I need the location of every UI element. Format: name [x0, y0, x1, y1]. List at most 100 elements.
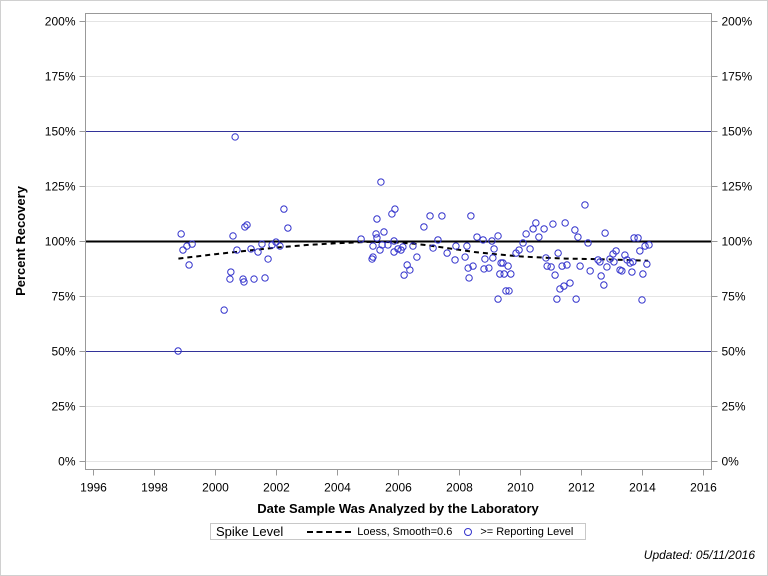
data-point [628, 268, 636, 276]
data-point [597, 272, 605, 280]
data-point [507, 270, 515, 278]
data-point [603, 263, 611, 271]
data-point [254, 248, 262, 256]
y-axis-title: Percent Recovery [13, 185, 28, 296]
data-point [551, 271, 559, 279]
legend-label-reporting-level: >= Reporting Level [480, 525, 574, 538]
data-point [399, 243, 407, 251]
data-point [384, 241, 392, 249]
data-point [601, 229, 609, 237]
data-point [574, 233, 582, 241]
y-tick-label-right: 175% [722, 70, 753, 84]
data-point [519, 239, 527, 247]
data-point [553, 295, 561, 303]
data-point [547, 263, 555, 271]
data-point [571, 226, 579, 234]
data-point [258, 240, 266, 248]
data-point [594, 256, 602, 264]
data-point [543, 262, 551, 270]
data-point [563, 261, 571, 269]
data-point [535, 233, 543, 241]
data-point [621, 251, 629, 259]
data-point [496, 270, 504, 278]
data-point [250, 275, 258, 283]
x-tick-label: 1996 [80, 481, 107, 495]
y-tick-label-left: 200% [45, 15, 76, 29]
data-point [494, 232, 502, 240]
data-point [376, 246, 384, 254]
data-point [465, 274, 473, 282]
data-point [479, 236, 487, 244]
data-point [243, 221, 251, 229]
x-tick-label: 2002 [263, 481, 290, 495]
y-tick-label-left: 150% [45, 125, 76, 139]
axes: 0% 0% 25% 25% 50% 50% 75% 75% 100% 100% 125% 125% 15… [45, 15, 753, 495]
data-point [276, 242, 284, 250]
data-point [229, 232, 237, 240]
data-point [629, 258, 637, 266]
loess-line [178, 240, 649, 262]
data-point [558, 262, 566, 270]
data-point [177, 230, 185, 238]
data-point [400, 271, 408, 279]
data-point [174, 347, 182, 355]
x-tick-label: 2006 [385, 481, 412, 495]
data-point [368, 255, 376, 263]
data-point [284, 224, 292, 232]
x-tick-label: 1998 [141, 481, 168, 495]
x-axis-title: Date Sample Was Analyzed by the Laborato… [257, 501, 539, 516]
data-point [420, 223, 428, 231]
data-point [264, 255, 272, 263]
x-tick-label: 2004 [324, 481, 351, 495]
data-point [515, 246, 523, 254]
data-point [240, 278, 248, 286]
data-point [372, 230, 380, 238]
data-point [227, 268, 235, 276]
y-tick-label-left: 100% [45, 235, 76, 249]
data-point [489, 254, 497, 262]
y-tick-label-left: 125% [45, 180, 76, 194]
data-point [469, 262, 477, 270]
data-point [641, 242, 649, 250]
data-point [494, 295, 502, 303]
data-point [443, 249, 451, 257]
data-point [272, 238, 280, 246]
data-point [502, 287, 510, 295]
data-point [394, 245, 402, 253]
x-tick-label: 2000 [202, 481, 229, 495]
data-point [600, 281, 608, 289]
data-point [500, 270, 508, 278]
data-point [560, 282, 568, 290]
data-point [576, 262, 584, 270]
data-point [488, 237, 496, 245]
data-point [406, 266, 414, 274]
data-point [639, 270, 647, 278]
data-point [636, 247, 644, 255]
y-tick-label-right: 125% [722, 180, 753, 194]
data-point [464, 264, 472, 272]
data-point [549, 220, 557, 228]
data-point [463, 242, 471, 250]
y-tick-label-right: 25% [722, 400, 746, 414]
data-point [645, 241, 653, 249]
data-point [373, 234, 381, 242]
data-point [429, 244, 437, 252]
data-point [618, 267, 626, 275]
data-point [643, 260, 651, 268]
data-point [467, 212, 475, 220]
data-point [638, 296, 646, 304]
data-point [584, 239, 592, 247]
x-tick-label: 2012 [568, 481, 595, 495]
data-point [357, 235, 365, 243]
data-point [188, 240, 196, 248]
y-tick-label-right: 50% [722, 345, 746, 359]
data-point [490, 245, 498, 253]
data-point [413, 253, 421, 261]
data-point [485, 264, 493, 272]
data-point [247, 245, 255, 253]
legend: Spike Level Loess, Smooth=0.6 >= Reporti… [210, 523, 586, 540]
data-point [390, 237, 398, 245]
data-point [434, 236, 442, 244]
loess-line-group [178, 240, 649, 262]
